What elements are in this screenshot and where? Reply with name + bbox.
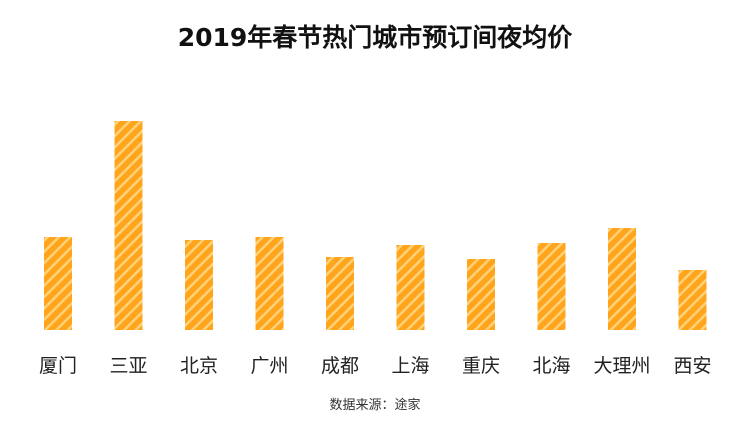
bar-北海	[537, 243, 566, 330]
category-label: 重庆	[462, 355, 500, 377]
category-label: 大理州	[593, 355, 650, 377]
bar-大理州	[608, 228, 636, 330]
bar-三亚	[114, 121, 143, 330]
bars-group	[44, 121, 707, 330]
category-label: 北海	[532, 355, 570, 377]
category-label: 厦门	[39, 355, 77, 377]
bar-西安	[678, 270, 707, 330]
chart-title: 2019年春节热门城市预订间夜均价	[177, 23, 573, 52]
bar-上海	[396, 245, 425, 330]
source-note: 数据来源：途家	[329, 398, 421, 413]
bar-重庆	[467, 259, 495, 330]
bar-北京	[185, 240, 213, 330]
bar-广州	[255, 237, 284, 330]
category-label: 广州	[250, 355, 288, 377]
category-label: 北京	[180, 355, 218, 377]
category-label: 三亚	[109, 355, 147, 377]
category-label: 上海	[391, 355, 429, 377]
bar-成都	[326, 257, 354, 330]
category-label: 成都	[321, 355, 359, 377]
bar-厦门	[44, 237, 72, 330]
category-labels-group: 厦门 三亚 北京 广州 成都 上海 重庆 北海 大理州 西安	[39, 355, 712, 377]
category-label: 西安	[673, 355, 711, 377]
